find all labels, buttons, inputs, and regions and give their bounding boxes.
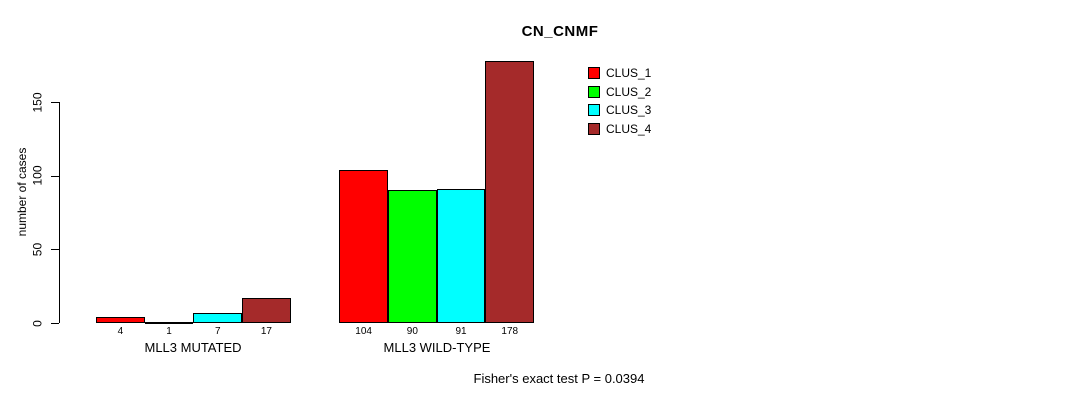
chart-title: CN_CNMF [521, 23, 599, 40]
y-tick-mark [51, 175, 59, 177]
legend-swatch-icon [588, 85, 600, 98]
bar-value-label: 17 [260, 326, 272, 337]
bar-clus_1-group0 [96, 317, 145, 323]
y-tick-mark [51, 249, 59, 251]
legend-item-clus_4: CLUS_4 [588, 122, 651, 136]
y-tick-label: 0 [30, 319, 45, 327]
legend-item-clus_2: CLUS_2 [588, 85, 651, 99]
legend-swatch-icon [588, 123, 600, 136]
legend-label: CLUS_2 [606, 84, 652, 99]
bar-value-label: 90 [406, 326, 418, 337]
legend-label: CLUS_1 [606, 66, 652, 80]
x-category-label-mll3-mutated: MLL3 MUTATED [144, 340, 242, 355]
y-tick-mark [51, 323, 59, 324]
bar-value-label: 1 [166, 326, 172, 337]
legend-swatch-icon [588, 67, 600, 79]
y-tick-label: 100 [30, 165, 45, 186]
legend-item-clus_1: CLUS_1 [588, 66, 651, 80]
bar-value-label: 7 [214, 326, 221, 337]
fisher-test-annotation: Fisher's exact test P = 0.0394 [473, 371, 645, 386]
y-axis-title: number of cases [15, 147, 29, 237]
bar-value-label: 178 [501, 326, 519, 337]
bar-clus_2-group1 [388, 190, 437, 323]
legend-swatch-icon [588, 104, 600, 117]
x-category-label-mll3-wild-type: MLL3 WILD-TYPE [383, 340, 491, 355]
bar-clus_3-group0 [193, 312, 243, 323]
bar-value-label: 91 [455, 326, 467, 337]
y-tick-label: 50 [30, 242, 45, 257]
legend-item-clus_3: CLUS_3 [588, 103, 651, 117]
legend-label: CLUS_3 [606, 103, 652, 118]
bar-clus_4-group0 [242, 297, 291, 323]
legend: CLUS_1 CLUS_2 CLUS_3 CLUS_4 [588, 66, 651, 141]
bar-clus_4-group1 [485, 60, 535, 323]
y-axis-line [59, 102, 60, 323]
y-tick-mark [51, 102, 59, 103]
bar-clus_3-group1 [436, 188, 486, 323]
bar-clus_2-group0 [144, 321, 194, 324]
bar-clus_1-group1 [339, 169, 388, 323]
legend-label: CLUS_4 [606, 122, 652, 137]
bar-value-label: 4 [117, 326, 124, 337]
bar-value-label: 104 [355, 326, 372, 337]
y-tick-label: 150 [30, 91, 45, 113]
